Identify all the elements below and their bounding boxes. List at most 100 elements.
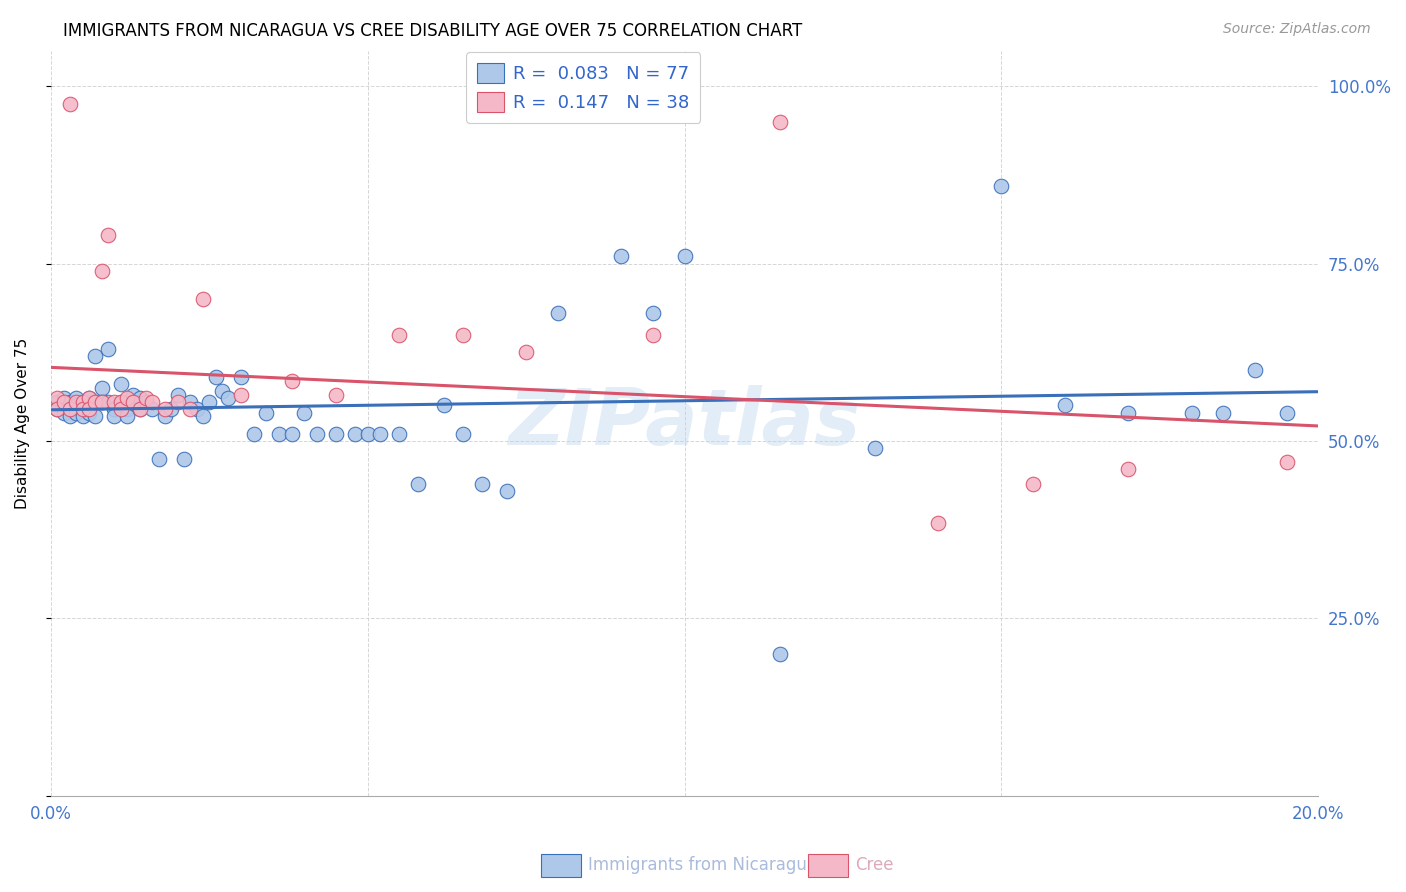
Point [77,402,100,417]
Point [122,395,145,409]
Point [46,402,69,417]
Point [115,409,138,424]
Point [110,377,132,392]
Point [325,426,347,441]
Point [1244,363,1267,377]
Point [135,395,157,409]
Point [768,647,790,661]
Point [166,388,188,402]
Point [110,395,132,409]
Point [122,395,145,409]
Point [135,392,157,406]
Point [65,406,87,420]
Point [77,399,100,413]
Point [59,402,82,417]
Point [72,402,94,417]
Point [84,395,107,409]
FancyBboxPatch shape [808,854,848,877]
Point [242,426,264,441]
Point [198,395,221,409]
Point [173,451,195,466]
Point [65,392,87,406]
Point [451,426,474,441]
Point [122,388,145,402]
Point [72,409,94,424]
Point [451,327,474,342]
Point [211,384,233,399]
Point [90,381,112,395]
Point [52,392,75,406]
Point [267,426,290,441]
Point [59,395,82,409]
Point [344,426,367,441]
Point [388,327,411,342]
Legend: R =  0.083   N = 77, R =  0.147   N = 38: R = 0.083 N = 77, R = 0.147 N = 38 [467,53,700,123]
Point [388,426,411,441]
Text: IMMIGRANTS FROM NICARAGUA VS CREE DISABILITY AGE OVER 75 CORRELATION CHART: IMMIGRANTS FROM NICARAGUA VS CREE DISABI… [63,22,803,40]
Point [496,483,519,498]
Point [90,263,112,277]
Point [179,395,201,409]
Point [229,370,252,384]
Point [280,426,302,441]
Point [52,406,75,420]
Point [191,409,214,424]
Point [59,96,82,111]
Point [153,409,176,424]
Point [547,306,569,320]
Point [65,399,87,413]
Point [357,426,380,441]
Point [115,392,138,406]
Point [59,409,82,424]
Point [204,370,226,384]
Point [292,406,315,420]
FancyBboxPatch shape [541,854,581,877]
Point [141,402,163,417]
Text: ZIPatlas: ZIPatlas [509,385,860,461]
Point [110,402,132,417]
Point [1022,476,1045,491]
Point [863,441,886,455]
Point [103,402,125,417]
Point [97,395,120,409]
Text: Source: ZipAtlas.com: Source: ZipAtlas.com [1223,22,1371,37]
Point [1053,399,1076,413]
Point [305,426,328,441]
Point [77,406,100,420]
Point [97,342,120,356]
Point [77,392,100,406]
Point [65,395,87,409]
Point [325,388,347,402]
Point [84,395,107,409]
Point [191,292,214,306]
Point [103,395,125,409]
Point [110,395,132,409]
Point [77,392,100,406]
Point [128,402,150,417]
Point [280,374,302,388]
Point [229,388,252,402]
Point [1116,406,1139,420]
Point [1212,406,1234,420]
Point [1180,406,1202,420]
Point [217,392,239,406]
Point [641,306,664,320]
Point [166,395,188,409]
Point [1116,462,1139,476]
Point [97,228,120,243]
Point [46,392,69,406]
Point [72,395,94,409]
Point [610,250,633,264]
Point [148,451,170,466]
Point [72,395,94,409]
Point [153,402,176,417]
Point [72,402,94,417]
Point [59,402,82,417]
Point [471,476,494,491]
Point [46,402,69,417]
Point [370,426,392,441]
Point [141,395,163,409]
Point [52,395,75,409]
Point [179,402,201,417]
Text: Cree: Cree [855,856,893,874]
